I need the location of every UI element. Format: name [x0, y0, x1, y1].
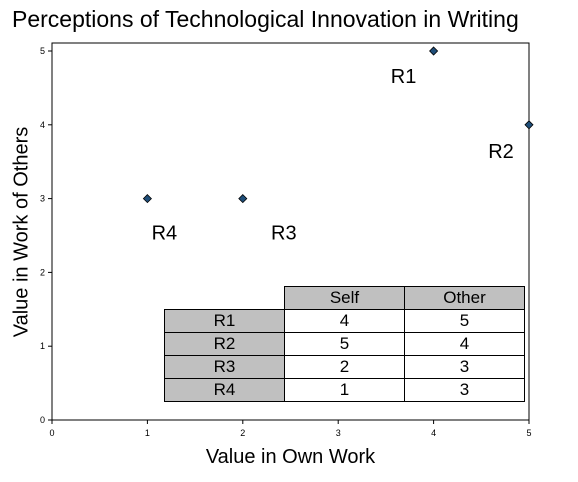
x-tick-label: 4 [431, 428, 436, 438]
y-tick-label: 1 [40, 341, 45, 351]
table-row: R3 2 3 [164, 355, 525, 379]
x-tick-label: 5 [526, 428, 531, 438]
point-label: R2 [488, 141, 514, 163]
table-header-other: Other [404, 286, 525, 310]
x-tick-label: 1 [145, 428, 150, 438]
x-axis-label: Value in Own Work [205, 446, 376, 468]
y-tick-label: 5 [40, 46, 45, 56]
y-tick-label: 4 [40, 120, 45, 130]
x-tick-label: 2 [240, 428, 245, 438]
table-cell-other: 5 [404, 309, 525, 333]
table-cell-self: 2 [284, 355, 405, 379]
data-table: Self Other R1 4 5 R2 5 4 R3 2 3 R4 1 3 [164, 286, 525, 402]
x-tick-label: 3 [336, 428, 341, 438]
data-point [238, 194, 248, 204]
y-tick-label: 2 [40, 267, 45, 277]
table-cell-other: 3 [404, 378, 525, 402]
table-row-label: R4 [164, 378, 285, 402]
x-tick-label: 0 [49, 428, 54, 438]
y-tick-label: 3 [40, 194, 45, 204]
table-header-row: Self Other [165, 286, 525, 310]
table-cell-self: 1 [284, 378, 405, 402]
table-row-label: R1 [164, 309, 285, 333]
data-point [524, 120, 534, 130]
table-row-label: R2 [164, 332, 285, 356]
table-cell-self: 5 [284, 332, 405, 356]
point-label: R4 [152, 223, 178, 245]
table-cell-self: 4 [284, 309, 405, 333]
point-label: R3 [271, 223, 297, 245]
table-cell-other: 4 [404, 332, 525, 356]
data-point [429, 46, 439, 56]
table-corner [165, 287, 285, 310]
table-cell-other: 3 [404, 355, 525, 379]
data-point [142, 194, 152, 204]
point-label: R1 [391, 66, 417, 88]
chart-title: Perceptions of Technological Innovation … [12, 6, 519, 32]
table-header-self: Self [284, 286, 405, 310]
table-row: R2 5 4 [164, 332, 525, 356]
table-row: R1 4 5 [164, 309, 525, 333]
y-axis-label: Value in Work of Others [10, 126, 33, 338]
y-tick-label: 0 [40, 415, 45, 425]
plot-marks: R1 R2 R3 R4 [142, 46, 534, 245]
plot-frame [51, 42, 530, 421]
table-row-label: R3 [164, 355, 285, 379]
table-row: R4 1 3 [164, 378, 525, 402]
